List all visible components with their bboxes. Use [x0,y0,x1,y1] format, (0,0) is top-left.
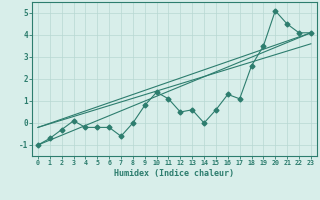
X-axis label: Humidex (Indice chaleur): Humidex (Indice chaleur) [115,169,234,178]
